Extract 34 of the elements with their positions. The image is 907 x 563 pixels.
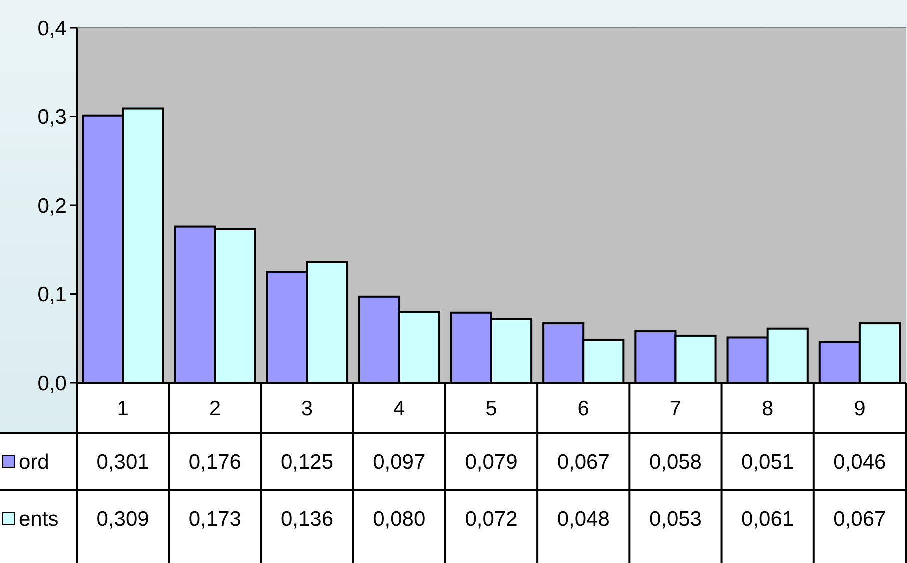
- x-tick-label: 7: [670, 397, 682, 420]
- x-tick-label: 3: [301, 397, 314, 420]
- x-tick-label: 9: [854, 397, 866, 420]
- data-label: 0,176: [188, 450, 242, 474]
- data-label: 0,079: [465, 450, 518, 474]
- x-tick-label: 8: [762, 397, 774, 420]
- data-label: 0,058: [649, 450, 702, 474]
- data-label: 0,097: [373, 450, 426, 474]
- data-label: 0,048: [557, 508, 610, 531]
- data-label: 0,309: [96, 508, 150, 531]
- x-tick-label: 2: [209, 397, 222, 420]
- x-tick-label: 1: [117, 397, 129, 420]
- y-tick-label: 0,3: [38, 106, 67, 130]
- data-label: 0,173: [188, 508, 242, 531]
- legend-label: ents: [19, 508, 59, 531]
- data-label: 0,301: [96, 450, 150, 474]
- data-label: 0,067: [557, 450, 610, 474]
- y-tick-label: 0,2: [38, 194, 67, 218]
- data-label: 0,072: [465, 508, 518, 531]
- data-label: 0,051: [742, 450, 794, 474]
- data-label: 0,053: [649, 508, 702, 531]
- data-label: 0,046: [834, 450, 886, 474]
- legend-label: ord: [19, 450, 50, 474]
- y-tick-label: 0,1: [38, 284, 67, 307]
- data-label: 0,125: [280, 450, 334, 474]
- x-tick-label: 4: [394, 397, 406, 420]
- x-tick-label: 6: [578, 397, 590, 420]
- data-label: 0,080: [373, 508, 426, 531]
- data-label: 0,067: [834, 508, 886, 531]
- y-tick-label: 0,4: [38, 17, 68, 40]
- data-label: 0,136: [280, 508, 334, 531]
- x-tick-label: 5: [486, 397, 498, 420]
- data-label: 0,061: [742, 508, 794, 531]
- y-tick-label: 0,0: [38, 372, 67, 396]
